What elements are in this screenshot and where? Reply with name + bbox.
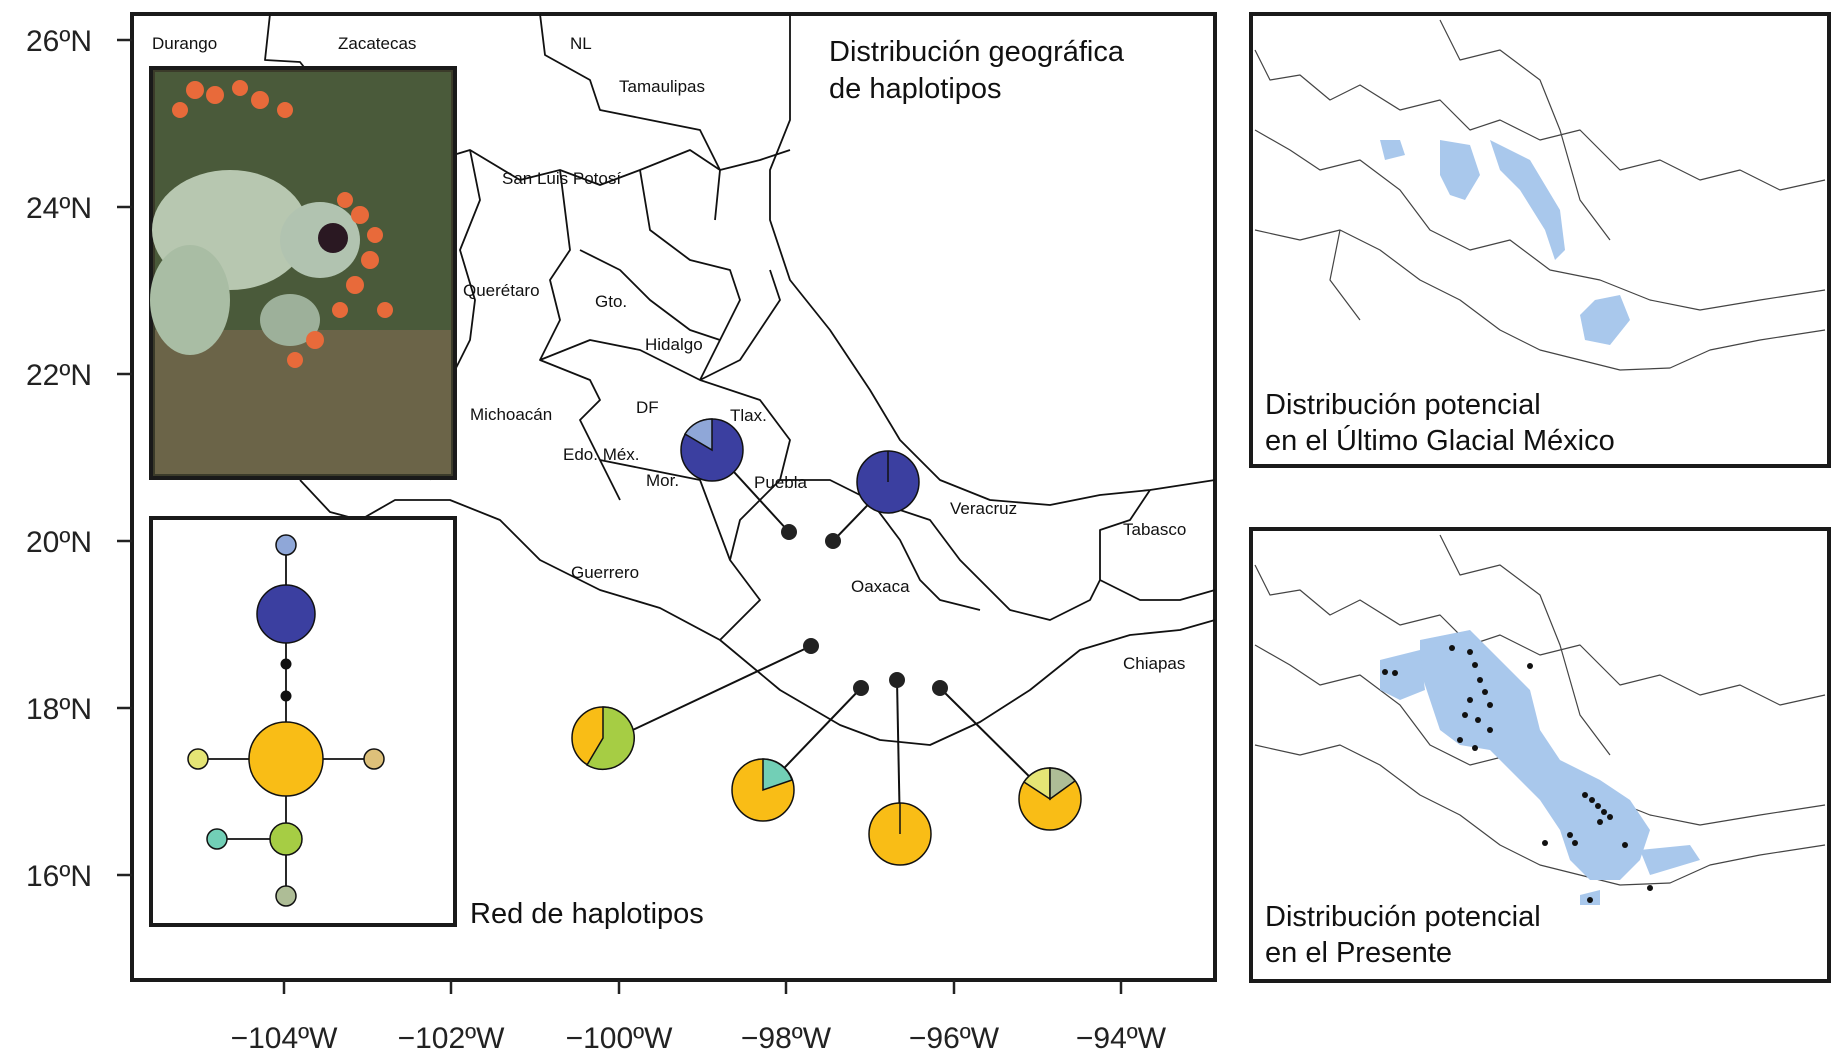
y-tick-label-22: 22ºN	[26, 359, 92, 392]
pie-puebla	[856, 450, 920, 514]
network-median-vector	[280, 658, 292, 670]
state-label-durango: Durango	[152, 34, 217, 53]
state-label-michoacan: Michoacán	[470, 405, 552, 424]
occurrence-points	[1382, 645, 1653, 903]
state-label-slp: San Luis Potosí	[502, 169, 621, 188]
x-tick-label-96: −96ºW	[909, 1022, 1000, 1055]
y-tick-label-26: 26ºN	[26, 25, 92, 58]
pie-oaxaca-center	[868, 802, 932, 866]
state-label-queretaro: Querétaro	[463, 281, 540, 300]
leaf-shape	[260, 294, 320, 346]
y-tick-label-24: 24ºN	[26, 192, 92, 225]
network-node	[275, 885, 297, 907]
x-tick-label-102: −102ºW	[398, 1022, 506, 1055]
network-node	[256, 584, 316, 644]
state-labels: Durango Zacatecas NL Tamaulipas San Luis…	[152, 34, 1186, 673]
y-tick-label-20: 20ºN	[26, 526, 92, 559]
network-node	[269, 822, 303, 856]
state-label-gto: Gto.	[595, 292, 627, 311]
present-panel-label-line2: en el Presente	[1265, 937, 1452, 969]
plant-photo-inset	[149, 66, 457, 480]
haplotype-pies	[571, 418, 1082, 866]
leaf-shape	[150, 245, 230, 355]
state-label-puebla: Puebla	[754, 473, 807, 492]
berry-shape	[318, 223, 348, 253]
state-label-guerrero: Guerrero	[571, 563, 639, 582]
y-tick-label-16: 16ºN	[26, 860, 92, 893]
present-suitability	[1380, 630, 1700, 905]
state-label-zacatecas: Zacatecas	[338, 34, 416, 53]
y-axis: 26ºN 24ºN 22ºN 20ºN 18ºN 16ºN	[26, 25, 132, 893]
sample-point	[889, 672, 905, 688]
network-node	[275, 534, 297, 556]
sample-point	[803, 638, 819, 654]
network-node	[187, 748, 209, 770]
state-label-oaxaca: Oaxaca	[851, 577, 910, 596]
sample-point	[853, 680, 869, 696]
pie-hidalgo	[680, 418, 744, 482]
state-label-chiapas: Chiapas	[1123, 654, 1185, 673]
x-tick-label-94: −94ºW	[1076, 1022, 1167, 1055]
state-label-tamaulipas: Tamaulipas	[619, 77, 705, 96]
x-axis: −104ºW −102ºW −100ºW −98ºW −96ºW −94ºW	[231, 980, 1167, 1055]
x-tick-label-98: −98ºW	[741, 1022, 832, 1055]
network-node	[248, 721, 324, 797]
state-label-tabasco: Tabasco	[1123, 520, 1186, 539]
state-label-veracruz: Veracruz	[950, 499, 1017, 518]
network-median-vector	[280, 690, 292, 702]
state-label-hidalgo: Hidalgo	[645, 335, 703, 354]
sample-point	[932, 680, 948, 696]
lgm-suitability	[1380, 140, 1630, 345]
main-map-title-line2: de haplotipos	[829, 73, 1002, 105]
state-label-edomex: Edo. Méx.	[563, 445, 640, 464]
y-tick-label-18: 18ºN	[26, 693, 92, 726]
sample-point	[825, 533, 841, 549]
present-panel-label-line1: Distribución potencial	[1265, 901, 1541, 933]
network-node	[363, 748, 385, 770]
state-label-nl: NL	[570, 34, 592, 53]
present-panel: Distribución potencial en el Presente	[1249, 527, 1831, 983]
state-label-df: DF	[636, 398, 659, 417]
state-label-mor: Mor.	[646, 471, 679, 490]
main-map-title-line1: Distribución geográfica	[829, 36, 1125, 68]
x-tick-label-100: −100ºW	[566, 1022, 674, 1055]
main-map-borders	[264, 13, 1216, 746]
lgm-panel-label-line2: en el Último Glacial México	[1265, 424, 1615, 457]
flower-buds	[172, 80, 393, 368]
lgm-panel-label-line1: Distribución potencial	[1265, 389, 1541, 421]
network-node	[206, 828, 228, 850]
state-label-tlax: Tlax.	[730, 406, 767, 425]
pie-oaxaca-east	[1018, 767, 1082, 831]
haplotype-network-inset	[149, 516, 457, 927]
haplotype-network-label: Red de haplotipos	[470, 898, 704, 930]
pie-oaxaca-west	[731, 758, 795, 822]
pie-guerrero	[571, 706, 635, 771]
sample-point	[781, 524, 797, 540]
lgm-panel-frame	[1249, 12, 1831, 468]
x-tick-label-104: −104ºW	[231, 1022, 339, 1055]
lgm-panel: Distribución potencial en el Último Glac…	[1249, 12, 1831, 468]
